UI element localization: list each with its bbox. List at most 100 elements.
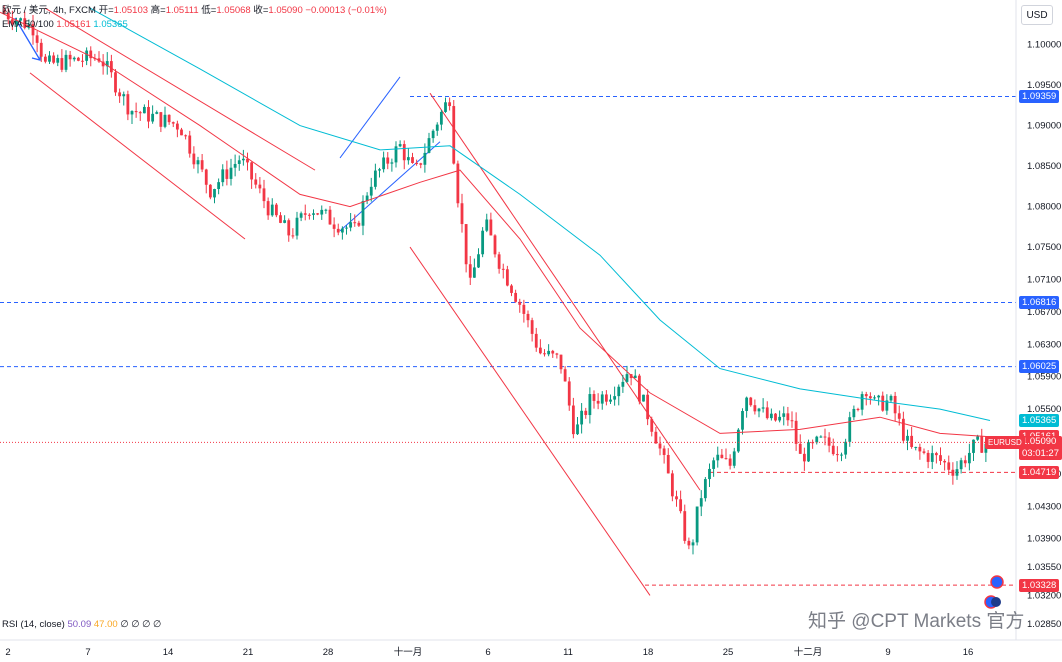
candle-body: [501, 268, 505, 270]
rsi-label[interactable]: RSI (14, close): [2, 619, 65, 630]
x-tick-label: 25: [723, 647, 734, 658]
x-tick-label: 6: [485, 647, 490, 658]
candle-body: [860, 394, 864, 410]
trendline[interactable]: [29, 72, 246, 240]
watermark: 知乎 @CPT Markets 官方: [808, 611, 1025, 632]
horizontal-levels[interactable]: [0, 95, 1016, 586]
candle-body: [316, 213, 320, 215]
y-tick-label: 1.03550: [1027, 562, 1061, 573]
candle-body: [126, 94, 130, 115]
candle-body: [646, 394, 650, 420]
x-tick-label: 16: [963, 647, 974, 658]
candle-body: [588, 394, 592, 416]
ema-label[interactable]: EMA 50/100: [2, 19, 54, 30]
candle-body: [159, 112, 163, 127]
candle-body: [283, 220, 287, 223]
candle-body: [567, 381, 571, 406]
candle-body: [497, 254, 501, 269]
candle-body: [468, 264, 472, 278]
candle-body: [266, 201, 270, 216]
trendline[interactable]: [409, 246, 651, 596]
candle-body: [811, 442, 815, 444]
candle-body: [101, 61, 105, 67]
candle-body: [452, 106, 456, 164]
low-label: 低=: [201, 5, 217, 16]
time-axis[interactable]: 2 7 14 21 28 十一月 6 11 18 25 十二月 9 16: [5, 646, 973, 658]
rsi-extras: ∅ ∅ ∅ ∅: [120, 619, 162, 630]
candle-body: [910, 435, 914, 447]
candle-body: [229, 167, 233, 179]
candle-body: [666, 454, 670, 474]
candle-body: [819, 436, 823, 438]
candle-body: [39, 42, 43, 57]
open-label: 开=: [98, 5, 114, 16]
alert-icon[interactable]: [991, 597, 1001, 607]
candle-body: [976, 436, 980, 440]
y-tick-label: 1.08500: [1027, 161, 1061, 172]
candle-body: [621, 381, 625, 387]
alert-icons[interactable]: [984, 575, 1004, 609]
candle-body: [534, 333, 538, 348]
trendline[interactable]: [339, 76, 401, 159]
x-tick-label: 十二月: [794, 646, 823, 658]
candle-body: [444, 102, 447, 112]
candle-body: [555, 353, 559, 355]
trendline[interactable]: [429, 92, 701, 491]
candle-body: [142, 106, 146, 114]
candle-body: [794, 420, 798, 444]
candle-body: [823, 436, 827, 438]
candle-body: [180, 129, 183, 136]
candle-body: [749, 397, 753, 406]
candle-body: [105, 61, 109, 67]
candle-body: [877, 395, 881, 398]
y-tick-label: 1.09000: [1027, 121, 1061, 132]
x-tick-label: 十一月: [394, 646, 423, 658]
rsi-ma-value: 47.00: [93, 619, 118, 630]
candle-body: [670, 473, 674, 497]
candle-body: [258, 184, 262, 189]
candle-body: [922, 451, 926, 453]
candle-body: [279, 215, 282, 223]
y-tick-label: 1.02850: [1027, 619, 1061, 630]
candle-body: [163, 114, 167, 127]
y-tick-label: 1.03200: [1027, 590, 1061, 601]
trendline[interactable]: [44, 7, 316, 171]
candle-body: [695, 506, 699, 543]
candle-body: [19, 18, 23, 21]
candle-body: [361, 200, 365, 226]
currency-button[interactable]: USD: [1021, 5, 1053, 25]
candle-body: [460, 203, 464, 225]
candle-body: [518, 301, 522, 305]
symbol-label[interactable]: 欧元 / 美元, 4h, FXCM: [2, 5, 96, 16]
candle-body: [972, 439, 975, 453]
candle-body: [889, 395, 893, 401]
candle-body: [897, 413, 901, 419]
x-tick-label: 14: [163, 647, 174, 658]
candle-body: [464, 224, 468, 265]
candle-body: [493, 235, 497, 255]
candle-body: [798, 443, 802, 454]
candle-body: [947, 462, 951, 470]
candle-body: [691, 542, 695, 546]
y-tick-label: 1.06700: [1027, 307, 1061, 318]
candle-body: [745, 397, 749, 411]
candle-body: [526, 313, 530, 321]
trendlines[interactable]: [14, 7, 701, 596]
candle-body: [551, 350, 555, 354]
candle-body: [840, 454, 843, 456]
candle-body: [679, 499, 683, 512]
candle-body: [237, 160, 241, 164]
price-axis[interactable]: 1.10000 1.09500 1.09000 1.08500 1.08000 1.075…: [1027, 40, 1061, 630]
candle-body: [563, 369, 567, 382]
alert-icon[interactable]: [990, 575, 1004, 589]
candle-body: [250, 162, 254, 180]
trendline[interactable]: [339, 141, 441, 232]
candle-body: [68, 54, 72, 60]
candle-body: [382, 157, 386, 170]
rsi-value: 50.09: [67, 619, 92, 630]
candle-body: [732, 451, 736, 466]
candle-body: [675, 496, 678, 500]
change-value: −0.00013 (−0.01%): [305, 5, 387, 16]
candle-body: [633, 375, 637, 379]
